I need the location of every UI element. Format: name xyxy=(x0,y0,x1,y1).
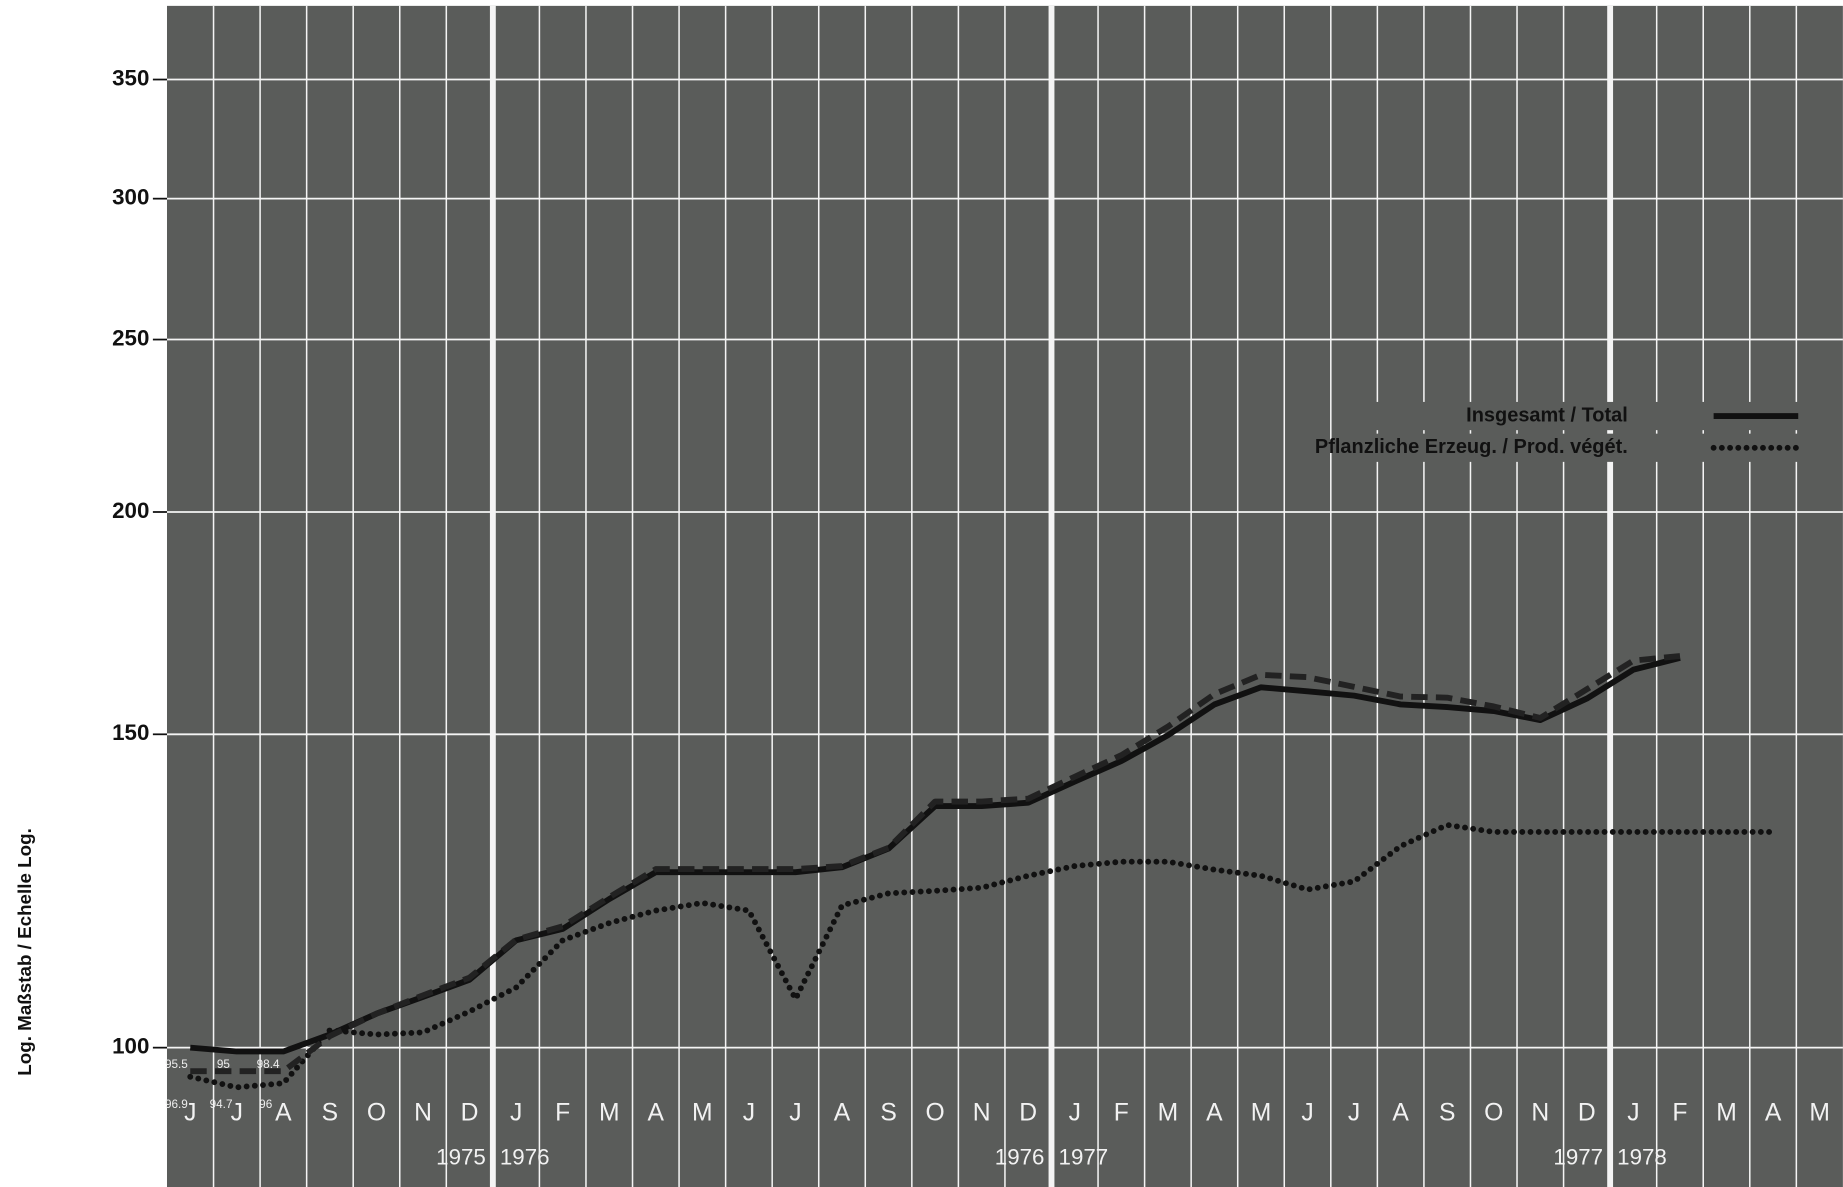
x-tick-label: S xyxy=(1439,1100,1455,1127)
x-tick-label: A xyxy=(1392,1100,1409,1127)
legend-background xyxy=(1334,433,1805,462)
year-label: 1976 xyxy=(995,1145,1045,1170)
year-label: 1978 xyxy=(1617,1145,1667,1170)
annotation: 94.7 xyxy=(210,1098,233,1111)
x-tick-label: F xyxy=(1672,1100,1687,1127)
x-tick-label: D xyxy=(461,1100,479,1127)
x-tick-label: J xyxy=(510,1100,522,1127)
year-label: 1976 xyxy=(500,1145,550,1170)
x-tick-label: J xyxy=(231,1100,243,1127)
y-tick-label: 350 xyxy=(112,65,149,90)
x-tick-label: A xyxy=(275,1100,292,1127)
x-tick-label: O xyxy=(926,1100,945,1127)
annotation: 95 xyxy=(217,1058,231,1071)
series-line xyxy=(190,653,1681,1075)
x-tick-label: A xyxy=(834,1100,851,1127)
x-tick-label: D xyxy=(1578,1100,1596,1127)
x-tick-label: S xyxy=(880,1100,896,1127)
x-tick-label: J xyxy=(743,1100,755,1127)
x-tick-label: J xyxy=(184,1100,196,1127)
series-line xyxy=(190,655,1681,1055)
x-tick-label: N xyxy=(1531,1100,1549,1127)
x-tick-label: N xyxy=(973,1100,991,1127)
year-label: 1975 xyxy=(436,1145,486,1170)
x-tick-label: A xyxy=(648,1100,665,1127)
x-tick-label: S xyxy=(322,1100,338,1127)
legend-label: Pflanzliche Erzeug. / Prod. végét. xyxy=(1315,436,1628,458)
y-tick-label: 200 xyxy=(112,498,149,523)
x-tick-label: M xyxy=(692,1100,713,1127)
y-axis-label: Log. Maßstab / Echelle Log. xyxy=(14,828,35,1076)
y-tick-label: 100 xyxy=(112,1034,149,1059)
x-tick-label: A xyxy=(1765,1100,1782,1127)
x-tick-label: M xyxy=(1251,1100,1272,1127)
year-label: 1977 xyxy=(1553,1145,1603,1170)
annotation: 98.4 xyxy=(257,1058,280,1071)
x-tick-label: J xyxy=(1348,1100,1360,1127)
x-tick-label: J xyxy=(1627,1100,1639,1127)
x-tick-label: F xyxy=(555,1100,570,1127)
x-tick-label: M xyxy=(599,1100,620,1127)
x-tick-label: M xyxy=(1716,1100,1737,1127)
x-tick-label: J xyxy=(1301,1100,1313,1127)
x-tick-label: A xyxy=(1206,1100,1223,1127)
annotation: 95.5 xyxy=(165,1058,188,1071)
x-tick-label: J xyxy=(1069,1100,1081,1127)
annotation: 96 xyxy=(259,1098,273,1111)
x-tick-label: O xyxy=(367,1100,386,1127)
x-tick-label: M xyxy=(1158,1100,1179,1127)
x-tick-label: N xyxy=(414,1100,432,1127)
y-tick-label: 250 xyxy=(112,325,149,350)
y-tick-label: 300 xyxy=(112,185,149,210)
x-tick-label: M xyxy=(1809,1100,1830,1127)
annotation: 96.9 xyxy=(165,1098,188,1111)
x-tick-label: O xyxy=(1484,1100,1503,1127)
y-tick-label: 150 xyxy=(112,720,149,745)
x-tick-label: F xyxy=(1114,1100,1129,1127)
x-tick-label: J xyxy=(789,1100,801,1127)
year-label: 1977 xyxy=(1059,1145,1109,1170)
legend-label: Insgesamt / Total xyxy=(1466,404,1628,426)
x-tick-label: D xyxy=(1019,1100,1037,1127)
